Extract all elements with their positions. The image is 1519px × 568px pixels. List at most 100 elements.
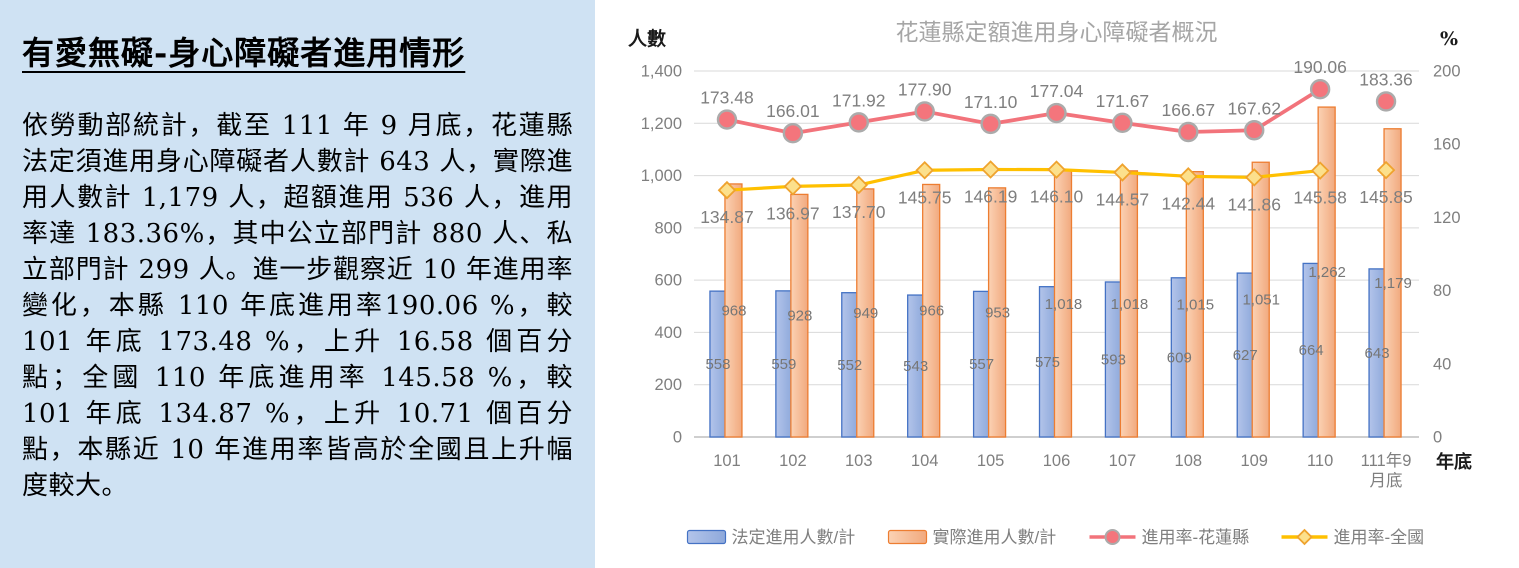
legend-item (1281, 528, 1328, 546)
left-axis-tick-label: 800 (654, 219, 682, 237)
line-value-label: 177.90 (898, 79, 952, 99)
chart-line (725, 167, 1322, 192)
bar-value-label: 1,018 (1045, 296, 1083, 313)
bar-value-label: 575 (1035, 354, 1060, 371)
bar-value-label: 1,262 (1308, 264, 1346, 281)
bar-value-label: 949 (853, 305, 878, 322)
bar-value-label: 953 (985, 304, 1010, 321)
left-axis-tick-label: 1,400 (641, 63, 682, 81)
left-axis-title: 人數 (628, 28, 666, 50)
legend-marker (1296, 528, 1313, 546)
panel-title: 有愛無礙-身心障礙者進用情形 (22, 34, 466, 72)
bar-value-label: 966 (919, 303, 944, 320)
line-marker (1310, 161, 1330, 180)
right-axis-tick-label: 0 (1433, 429, 1442, 447)
line-value-label: 166.01 (766, 101, 820, 121)
line-marker (914, 101, 935, 122)
left-axis-tick-label: 400 (654, 324, 682, 342)
bar-value-label: 1,179 (1374, 275, 1412, 292)
line-marker (915, 161, 934, 180)
x-axis-title: 年底 (1436, 451, 1472, 473)
chart-bar (1317, 106, 1336, 438)
line-marker (1046, 102, 1067, 124)
x-axis-tick-label: 108 (1175, 452, 1203, 470)
line-marker (782, 123, 804, 144)
line-marker (1178, 121, 1199, 143)
line-value-label: 146.10 (1030, 187, 1084, 207)
line-value-label: 137.70 (832, 202, 886, 222)
x-axis-tick-label: 101 (713, 452, 741, 470)
line-value-label: 146.19 (964, 186, 1018, 206)
x-axis-tick-label: 103 (845, 452, 873, 470)
line-value-label: 167.62 (1227, 98, 1281, 118)
line-marker (783, 177, 803, 196)
bar-value-label: 643 (1365, 345, 1390, 362)
line-value-label: 141.86 (1227, 194, 1281, 214)
line-marker (1309, 78, 1331, 100)
left-axis-tick-label: 1,200 (641, 115, 682, 133)
line-marker (1244, 120, 1265, 141)
bar-value-label: 559 (771, 356, 796, 373)
bar-value-label: 558 (705, 356, 730, 373)
left-axis-tick-label: 200 (654, 376, 682, 394)
x-axis-tick-label: 105 (977, 452, 1005, 470)
line-marker (717, 180, 737, 200)
right-axis-tick-label: 160 (1433, 136, 1461, 154)
left-axis-tick-label: 0 (673, 429, 682, 447)
line-marker (848, 112, 869, 133)
x-axis-tick-label: 106 (1043, 452, 1071, 470)
line-value-label: 136.97 (766, 203, 820, 223)
line-value-label: 145.58 (1293, 188, 1347, 208)
bar-value-label: 557 (969, 356, 994, 373)
line-value-label: 190.06 (1293, 57, 1347, 77)
bar-value-label: 609 (1167, 349, 1192, 366)
line-marker (1376, 160, 1396, 180)
chart-bar (724, 183, 743, 438)
line-value-label: 183.36 (1359, 69, 1413, 89)
line-value-label: 144.57 (1096, 189, 1150, 209)
left-axis-tick-label: 600 (654, 272, 682, 290)
right-axis-tick-label: 200 (1433, 63, 1461, 81)
legend-label: 進用率-花蓮縣 (1142, 528, 1250, 547)
line-value-label: 166.67 (1162, 100, 1216, 120)
right-axis-tick-label: 40 (1433, 355, 1451, 373)
x-axis-tick-label: 111年9 月底 (1361, 451, 1412, 490)
bar-value-label: 627 (1233, 347, 1258, 364)
chart-bar (987, 187, 1007, 438)
chart-area: 1,400 1,200 1,000 800 600 400 200 0 200 160 120 80 4… (595, 0, 1519, 568)
right-axis-tick-label: 120 (1433, 209, 1461, 227)
chart-line (725, 87, 1323, 136)
line-marker (981, 160, 1000, 179)
line-marker (1112, 112, 1133, 134)
chart-bar (790, 193, 809, 438)
chart-bar (1383, 128, 1402, 438)
chart-bar (1251, 161, 1270, 438)
chart-bar (1185, 170, 1204, 438)
line-value-label: 171.67 (1096, 91, 1150, 111)
line-marker (849, 175, 869, 195)
bar-value-label: 543 (903, 358, 928, 375)
bar-value-label: 593 (1101, 351, 1126, 368)
right-axis-tick-label: 80 (1433, 282, 1451, 300)
x-axis-tick-label: 109 (1240, 452, 1268, 470)
legend-item (686, 529, 727, 545)
line-value-label: 142.44 (1162, 193, 1216, 213)
bar-value-label: 928 (787, 308, 812, 325)
line-value-label: 173.48 (700, 88, 754, 108)
line-value-label: 177.04 (1030, 81, 1084, 101)
line-value-label: 171.92 (832, 90, 886, 110)
bar-value-label: 664 (1299, 342, 1324, 359)
bar-value-label: 1,018 (1111, 296, 1149, 313)
legend-item (1089, 529, 1136, 545)
panel-body: 依勞動部統計，截至 111 年 9 月底，花蓮縣法定須進用身心障礙者人數計 64… (22, 111, 573, 501)
line-value-label: 134.87 (700, 207, 754, 227)
x-axis-tick-label: 107 (1109, 452, 1137, 470)
right-axis-title: % (1440, 28, 1458, 50)
line-marker (1113, 163, 1132, 182)
x-axis-tick-label: 102 (779, 452, 807, 470)
line-marker (1244, 168, 1264, 187)
bar-value-label: 1,015 (1177, 296, 1215, 313)
chart-title: 花蓮縣定額進用身心障礙者概況 (896, 19, 1218, 45)
line-marker (716, 109, 738, 130)
legend-label: 實際進用人數/計 (933, 528, 1057, 547)
